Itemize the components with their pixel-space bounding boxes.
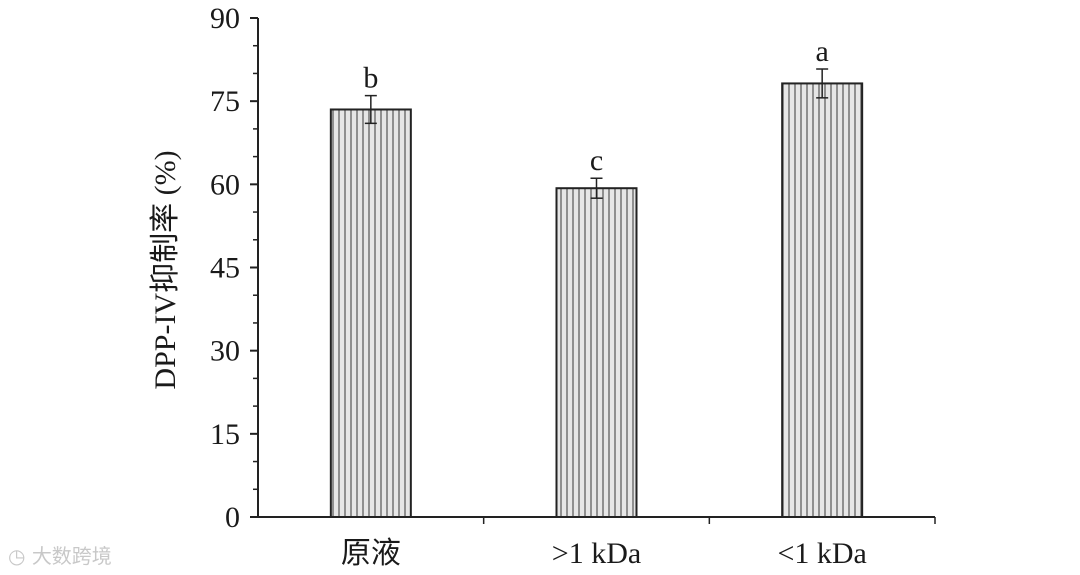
significance-label: b	[363, 62, 378, 95]
watermark: ◷ 大数跨境	[8, 540, 112, 569]
labels: 0 15 30 45 60 75 90 b 原液 c >1 kDa a <1 kDa	[210, 2, 867, 570]
x-tick-label: >1 kDa	[552, 537, 641, 570]
y-axis-title: DPP-IV抑制率 (%)	[149, 150, 182, 389]
bar	[781, 82, 864, 519]
bars	[329, 68, 864, 519]
y-tick-label: 45	[210, 252, 240, 285]
watermark-icon: ◷	[8, 544, 26, 568]
bar	[329, 108, 412, 518]
y-tick-label: 30	[210, 335, 240, 368]
y-tick-label: 60	[210, 168, 240, 201]
y-tick-label: 90	[210, 2, 240, 35]
y-tick-label: 75	[210, 85, 240, 118]
watermark-text: 大数跨境	[31, 544, 112, 568]
y-tick-label: 15	[210, 418, 240, 451]
y-tick-label: 0	[225, 501, 240, 534]
bar	[555, 187, 638, 518]
significance-label: a	[816, 35, 829, 68]
x-tick-label: 原液	[341, 537, 401, 570]
x-tick-label: <1 kDa	[777, 537, 866, 570]
significance-label: c	[590, 144, 603, 177]
